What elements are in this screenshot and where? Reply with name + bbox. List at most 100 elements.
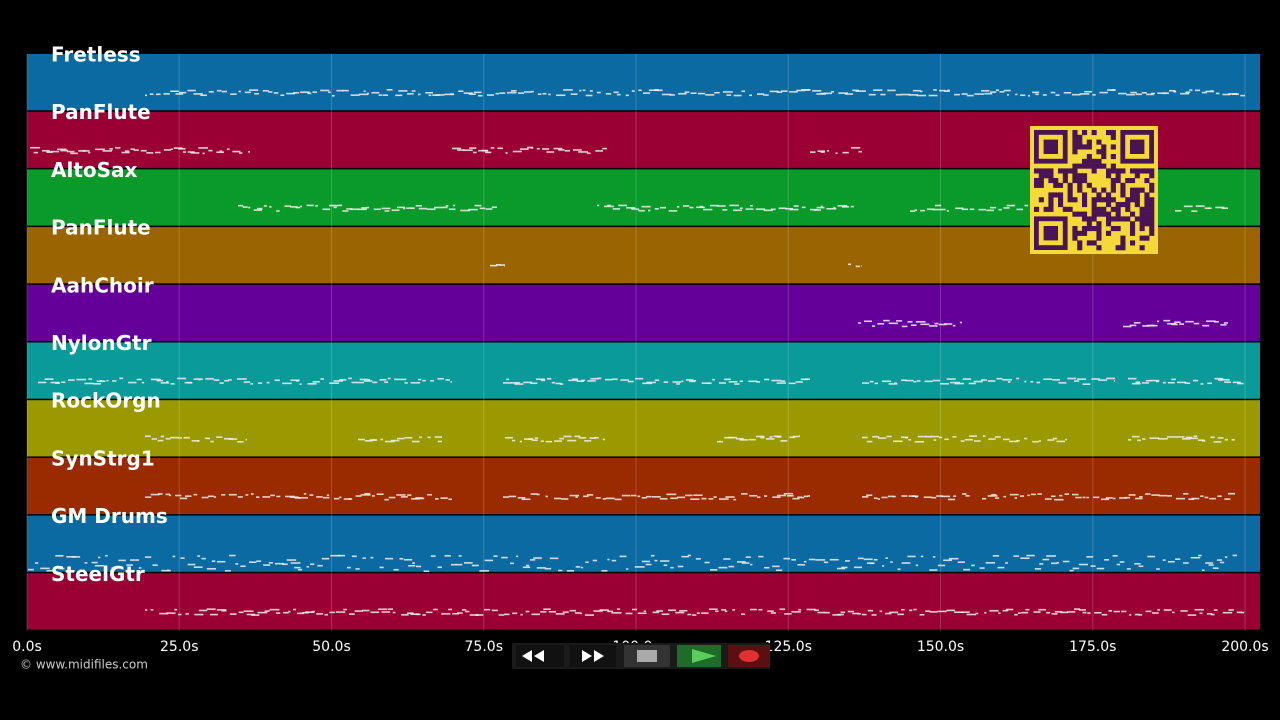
note [109,148,113,150]
note [276,210,280,212]
note [607,204,611,207]
record-button[interactable] [728,645,770,667]
qr-module [1053,178,1059,184]
note [1021,611,1029,614]
note [495,92,500,95]
note [989,609,999,612]
note [404,382,408,384]
note [79,569,85,572]
note [361,609,370,612]
rewind-button[interactable] [516,645,564,667]
play-button[interactable] [677,645,721,667]
qr-module [1149,211,1155,217]
note [805,378,810,381]
note [1215,92,1220,95]
note [335,611,346,613]
note [987,380,996,382]
note [523,381,532,384]
qr-module [1134,168,1140,174]
note [428,94,432,97]
qr-module [1110,144,1116,150]
note [758,555,764,558]
note [677,565,684,568]
note [533,557,542,559]
note [611,559,617,562]
note [208,91,214,93]
note [885,557,888,559]
note [897,613,904,616]
note [351,381,357,384]
note [679,609,688,612]
qr-module [1072,139,1078,145]
note [1101,613,1108,616]
note [322,496,330,499]
qr-module [1110,226,1116,232]
qr-module [1134,202,1140,208]
note [656,610,664,612]
note [988,438,996,440]
qr-module [1086,158,1092,164]
note [1224,438,1228,441]
note [796,89,806,92]
note [549,557,559,560]
note [1207,207,1212,210]
note [216,89,222,92]
note [619,555,627,558]
note [642,382,653,385]
note [900,436,909,439]
qr-module [1149,216,1155,222]
note [299,383,302,385]
note [1223,322,1228,324]
qr-module [1134,173,1140,179]
qr-module [1091,187,1097,193]
note [33,151,39,154]
track-lane [27,515,1260,572]
note [870,562,874,565]
note [158,493,163,495]
note [1145,379,1152,382]
note [620,379,629,381]
note [911,324,917,326]
note [526,146,533,149]
note [704,561,710,564]
note [1189,437,1199,440]
note [908,94,918,96]
note [1216,559,1223,561]
note [154,151,161,154]
fast-forward-button[interactable] [570,645,616,667]
note [343,608,347,611]
note [894,382,897,385]
note [197,440,200,442]
note [296,380,299,382]
note [264,610,270,612]
note [426,208,436,211]
qr-module [1096,245,1102,251]
note [511,89,517,92]
qr-module [1038,168,1044,174]
note [841,206,850,208]
stop-button[interactable] [624,645,670,667]
note [263,564,271,566]
note [614,498,622,501]
note [887,495,894,498]
note [845,560,850,562]
note [889,611,899,614]
note [448,498,452,501]
qr-module [1062,168,1068,174]
note [833,206,836,209]
note [638,89,642,92]
note [855,265,860,268]
note [316,613,324,615]
note [1084,90,1092,93]
note [426,611,433,614]
note [638,209,645,212]
note [445,379,450,381]
note [240,565,246,568]
note [696,612,700,614]
note [755,435,765,438]
note [659,206,667,209]
note [923,496,932,499]
note [393,568,399,571]
qr-module [1082,192,1088,198]
track-name: PanFlute [51,216,151,240]
